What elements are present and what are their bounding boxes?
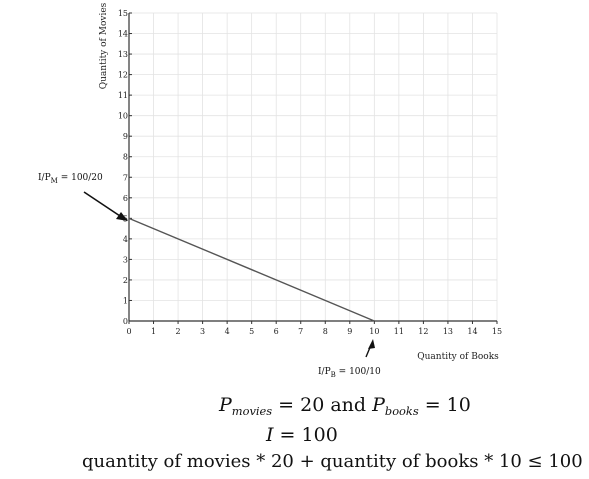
y-tick-label: 10 (118, 112, 128, 121)
y-intercept-annotation: I/PM = 100/20 (38, 173, 103, 185)
x-tick-label: 2 (176, 327, 181, 336)
x-intercept-arrow (365, 339, 375, 358)
equation-prices: Pmovies = 20 and Pbooks = 10 (219, 394, 471, 418)
y-tick-label: 15 (118, 9, 128, 18)
x-tick-label: 0 (126, 327, 131, 336)
x-tick-label: 9 (347, 327, 352, 336)
y-tick-label: 12 (118, 71, 128, 80)
x-tick-labels: 0 1 2 3 4 5 6 7 8 9 10 11 12 13 14 15 (126, 327, 502, 336)
y-tick-label: 4 (123, 235, 128, 244)
chart-axes (128, 12, 498, 324)
y-tick-label: 13 (118, 50, 128, 59)
y-tick-label: 11 (118, 91, 128, 100)
y-tick-label: 14 (118, 30, 128, 39)
y-tick-label: 3 (123, 255, 128, 264)
y-tick-label: 1 (123, 296, 128, 305)
x-tick-label: 14 (467, 327, 477, 336)
y-tick-label: 8 (123, 153, 128, 162)
y-tick-label: 2 (123, 276, 128, 285)
x-tick-label: 13 (443, 327, 453, 336)
x-tick-label: 4 (225, 327, 230, 336)
y-axis-label: Quantity of Movies (99, 2, 109, 89)
x-tick-label: 11 (394, 327, 404, 336)
equation-budget-inequality: quantity of movies * 20 + quantity of bo… (82, 451, 583, 472)
x-tick-label: 1 (151, 327, 156, 336)
x-axis-label: Quantity of Books (417, 352, 499, 362)
y-tick-label: 6 (123, 194, 128, 203)
y-tick-label: 0 (123, 317, 128, 326)
y-tick-label: 9 (123, 132, 128, 141)
x-tick-label: 3 (200, 327, 205, 336)
y-tick-label: 7 (123, 173, 128, 182)
y-intercept-arrow (83, 191, 128, 221)
x-tick-label: 6 (274, 327, 279, 336)
budget-line (128, 217, 375, 322)
x-intercept-annotation: I/PB = 100/10 (318, 367, 381, 379)
x-tick-label: 12 (418, 327, 428, 336)
x-tick-label: 8 (323, 327, 328, 336)
x-tick-label: 7 (298, 327, 303, 336)
chart-series (128, 217, 375, 322)
equation-income: I = 100 (266, 424, 338, 446)
chart-grid (129, 12, 498, 321)
x-tick-label: 10 (369, 327, 379, 336)
x-tick-label: 5 (249, 327, 254, 336)
x-tick-label: 15 (492, 327, 502, 336)
